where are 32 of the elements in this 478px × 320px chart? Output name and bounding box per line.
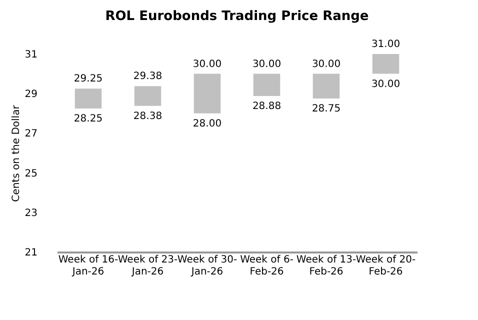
annotation: 28.00 — [192, 118, 222, 130]
chart-title: ROL Eurobonds Trading Price Range — [105, 9, 369, 24]
annotation: 30.00 — [371, 78, 400, 90]
annotation: 30.00 — [252, 58, 282, 70]
bar — [74, 88, 102, 108]
y-tick-label: 27 — [24, 128, 38, 140]
x-tick-label: Week of 30-Jan-26 — [177, 254, 238, 278]
y-tick-label: 29 — [24, 89, 38, 100]
y-tick-label: 31 — [24, 50, 38, 60]
y-tick-label: 25 — [24, 168, 38, 180]
x-tick-label: Week of 20-Feb-26 — [356, 254, 416, 278]
bar — [134, 86, 162, 106]
y-tick-label: 23 — [24, 208, 38, 219]
x-tick-label: Week of 6-Feb-26 — [240, 254, 294, 278]
annotation: 28.75 — [312, 104, 341, 115]
annotation: 28.38 — [133, 110, 162, 122]
annotation: 30.00 — [312, 58, 341, 70]
bar — [372, 54, 400, 74]
annotation: 30.00 — [192, 58, 222, 70]
annotation: 29.25 — [74, 74, 103, 85]
bar — [253, 74, 280, 96]
y-tick-label: 21 — [24, 248, 38, 258]
x-tick-label: Week of 13-Feb-26 — [296, 254, 357, 278]
bar — [312, 74, 340, 99]
x-tick-label: Week of 23-Jan-26 — [118, 254, 178, 278]
y-axis-title: Cents on the Dollar — [10, 104, 22, 202]
annotation: 28.88 — [252, 100, 282, 112]
bar — [194, 74, 221, 114]
x-tick-label: Week of 16-Jan-26 — [58, 254, 118, 278]
annotation: 28.25 — [74, 113, 103, 124]
annotation: 31.00 — [371, 39, 400, 50]
annotation: 29.38 — [133, 71, 162, 82]
